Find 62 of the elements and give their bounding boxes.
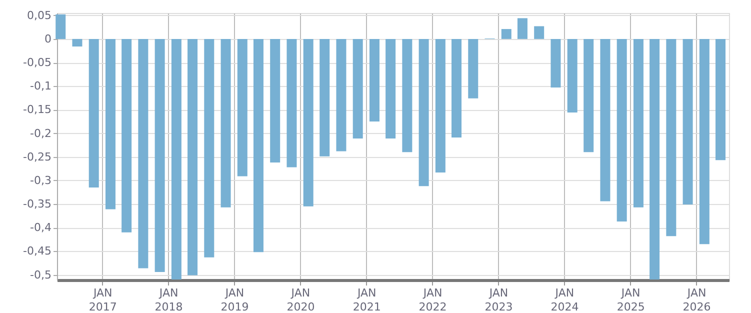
bar: [138, 38, 148, 268]
bar: [633, 38, 644, 208]
bar: [369, 38, 380, 122]
x-tick-label: JAN 2025: [616, 286, 645, 313]
y-tick-label: 0,05: [27, 8, 52, 22]
x-tick-label: JAN 2019: [220, 286, 249, 313]
bar: [171, 38, 182, 280]
bar: [220, 38, 231, 208]
bar: [468, 38, 478, 98]
bar: [56, 14, 66, 39]
bar: [452, 38, 462, 138]
bar: [154, 38, 165, 272]
x-tick-label: JAN 2020: [286, 286, 315, 313]
y-tick-label: -0,05: [23, 56, 52, 70]
bar: [616, 38, 627, 222]
y-tick-label: -0,45: [23, 244, 52, 258]
x-tick-label: JAN 2022: [418, 286, 447, 313]
y-tick-label: -0,35: [23, 198, 52, 211]
bar: [402, 38, 412, 152]
y-tick-label: -0,1: [30, 80, 52, 93]
y-tick-label: -0,5: [30, 268, 52, 282]
y-tick-label: -0,25: [23, 150, 52, 164]
y-tick-label: -0,2: [30, 126, 52, 140]
bar: [550, 38, 561, 88]
bar: [270, 38, 280, 163]
bar: [386, 38, 396, 138]
bar: [72, 38, 82, 46]
bar: [666, 38, 676, 236]
x-tick-label: JAN 2024: [550, 286, 579, 313]
x-tick-label: JAN 2021: [352, 286, 381, 313]
bar: [501, 29, 512, 39]
y-tick-label: -0,3: [30, 174, 52, 187]
bar: [88, 38, 99, 188]
y-tick-label: -0,15: [23, 103, 52, 116]
y-tick-label: -0,4: [30, 221, 52, 234]
bar: [188, 38, 198, 276]
bar: [352, 38, 363, 138]
bar: [418, 38, 429, 186]
bar: [650, 38, 660, 280]
bar: [122, 38, 132, 232]
bar: [517, 18, 528, 39]
y-tick-label: 0: [44, 32, 52, 46]
x-tick-label: JAN 2023: [484, 286, 513, 313]
bar: [682, 38, 693, 205]
bar: [716, 38, 726, 160]
bar: [567, 38, 578, 113]
bar: [105, 38, 116, 210]
bar: [336, 38, 346, 152]
x-tick-label: JAN 2018: [154, 286, 183, 313]
bar: [286, 38, 297, 168]
bar: [600, 38, 610, 202]
bar: [584, 38, 594, 152]
x-tick-label: JAN 2017: [88, 286, 117, 313]
bar: [320, 38, 330, 156]
bar: [534, 26, 544, 39]
bar: [253, 38, 264, 252]
bar: [303, 38, 314, 206]
bar: [699, 38, 710, 244]
x-tick-label: JAN 2026: [682, 286, 711, 313]
bar: [204, 38, 214, 258]
bar: [435, 38, 446, 172]
bar: [237, 38, 248, 176]
